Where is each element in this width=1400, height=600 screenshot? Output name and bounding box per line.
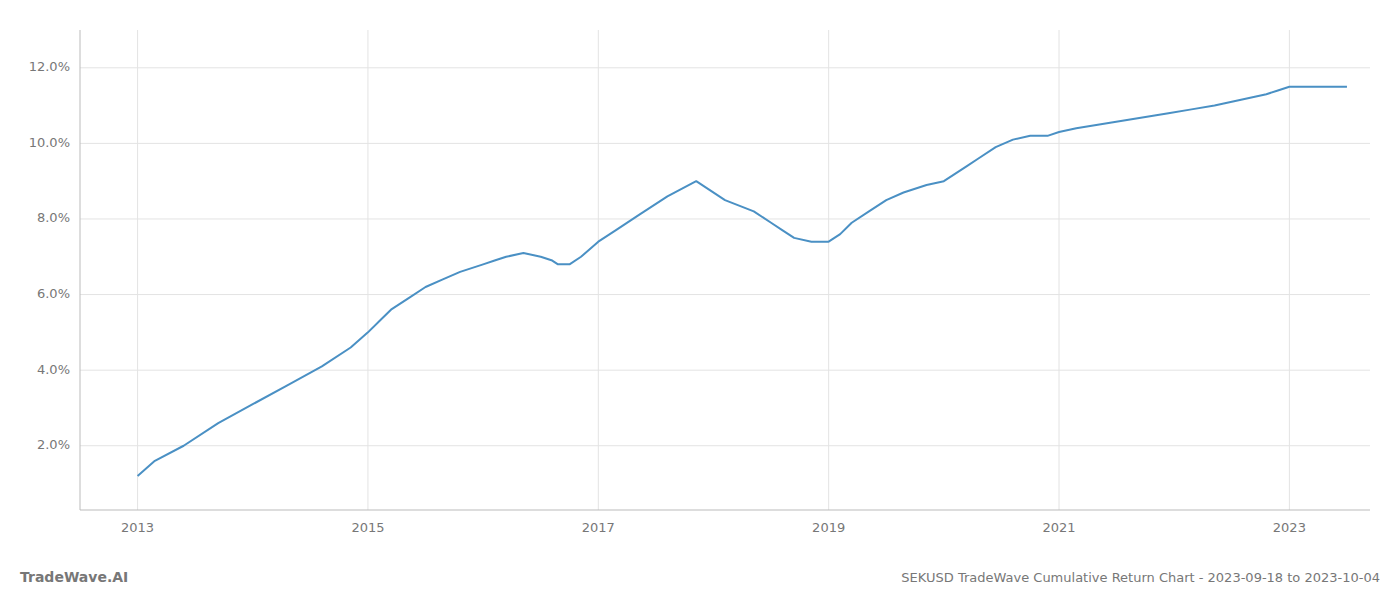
y-grid-line	[80, 294, 1370, 295]
title: SEKUSD TradeWave Cumulative Return Chart…	[901, 570, 1380, 585]
axes: 2.0% 4.0% 6.0% 8.0% 10.0% 12.0% 2013 2015 2017 20…	[29, 30, 1370, 535]
y-tick-label: 12.0%	[29, 59, 70, 74]
y-grid-line	[80, 143, 1370, 144]
x-grid-line	[1289, 30, 1290, 510]
y-grid-line	[80, 370, 1370, 371]
x-tick-label: 2021	[1042, 520, 1075, 535]
x-grid-line	[598, 30, 599, 510]
chart: 2.0% 4.0% 6.0% 8.0% 10.0% 12.0% 2013 2015 2017 20…	[0, 0, 1400, 600]
y-grid-line	[80, 445, 1370, 446]
x-grid-line	[137, 30, 138, 510]
x-axis-line	[80, 510, 1370, 511]
series	[138, 87, 1347, 476]
x-tick-label: 2015	[351, 520, 384, 535]
watermark: TradeWave.AI	[20, 569, 128, 585]
grid	[80, 30, 1370, 510]
x-grid-line	[828, 30, 829, 510]
x-tick-label: 2019	[812, 520, 845, 535]
x-tick-label: 2017	[582, 520, 615, 535]
x-tick-label: 2023	[1273, 520, 1306, 535]
y-axis-line	[80, 30, 81, 510]
line	[138, 87, 1347, 476]
y-tick-label: 4.0%	[37, 362, 70, 377]
y-tick-label: 6.0%	[37, 286, 70, 301]
y-grid-line	[80, 67, 1370, 68]
y-tick-label: 8.0%	[37, 210, 70, 225]
x-tick-label: 2013	[121, 520, 154, 535]
x-grid-line	[1059, 30, 1060, 510]
x-grid-line	[367, 30, 368, 510]
y-tick-label: 2.0%	[37, 437, 70, 452]
y-grid-line	[80, 218, 1370, 219]
y-tick-label: 10.0%	[29, 135, 70, 150]
